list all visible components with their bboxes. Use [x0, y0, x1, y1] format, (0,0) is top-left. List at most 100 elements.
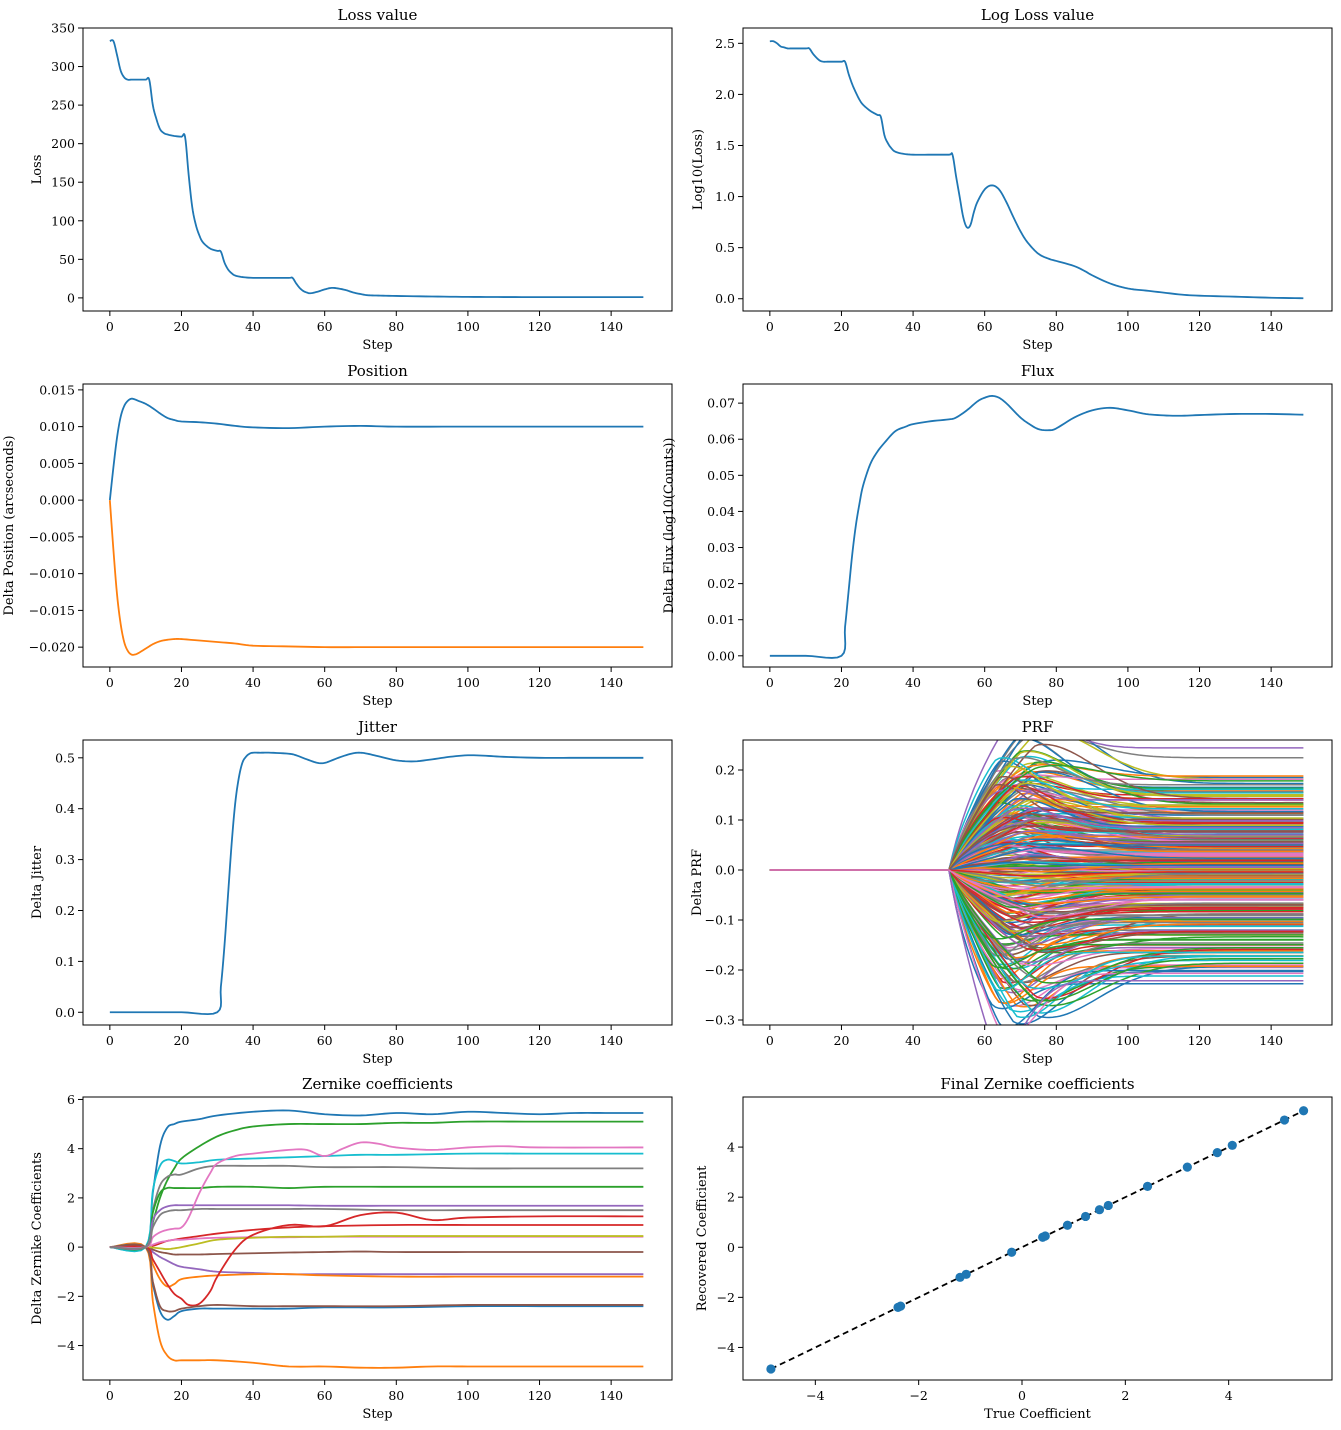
x-axis-label: Step [1022, 338, 1052, 353]
x-tick-label: 2 [1121, 1388, 1129, 1403]
y-tick-label: 0.06 [707, 432, 735, 447]
y-tick-label: 0.0 [715, 291, 735, 306]
x-tick-label: 140 [599, 1388, 623, 1403]
x-axis-label: Step [362, 1052, 392, 1067]
x-tick-label: 20 [834, 675, 850, 690]
y-tick-label: 100 [51, 213, 75, 228]
y-tick-label: −2 [717, 1290, 735, 1305]
scatter-point [1080, 1211, 1091, 1222]
series-line [109, 1235, 644, 1250]
scatter-point [1279, 1115, 1290, 1125]
y-axis-label: Delta Jitter [30, 845, 45, 919]
x-tick-label: 40 [905, 319, 921, 334]
chart-title: Final Zernike coefficients [940, 1075, 1134, 1093]
chart-title: Log Loss value [981, 6, 1094, 24]
chart-2: Position Step Delta Position (arcseconds) 0… [2, 362, 673, 709]
series-line [109, 1245, 644, 1276]
chart-6: Zernike coefficients Step Delta Zernike Co… [30, 1075, 673, 1422]
x-tick-label: 40 [905, 675, 921, 690]
y-tick-label: −2 [57, 1289, 75, 1304]
x-tick-label: 0 [106, 1388, 114, 1403]
x-tick-label: 0 [106, 675, 114, 690]
y-tick-label: 0.02 [707, 576, 735, 591]
x-tick-label: 80 [1048, 675, 1064, 690]
plot-area [109, 39, 644, 299]
x-tick-label: 20 [834, 1033, 850, 1048]
x-tick-label: 0 [106, 319, 114, 334]
series-line [109, 1244, 644, 1288]
x-tick-label: 140 [1259, 319, 1283, 334]
scatter-point [766, 1364, 776, 1374]
scatter-point [1103, 1200, 1113, 1211]
y-tick-label: −0.3 [705, 1013, 735, 1028]
y-tick-label: 0.3 [55, 852, 75, 867]
y-tick-label: 0.07 [707, 396, 735, 411]
series-line [109, 1243, 644, 1321]
prf-trace [769, 869, 1304, 891]
y-tick-label: 0 [67, 1240, 75, 1255]
scatter-point [1212, 1147, 1222, 1158]
x-tick-label: 100 [456, 1033, 480, 1048]
scatter-point [895, 1301, 906, 1311]
x-tick-label: 0 [1018, 1388, 1026, 1403]
series-line [109, 1211, 644, 1307]
y-tick-label: 0.5 [715, 240, 735, 255]
series-line [109, 1243, 644, 1313]
series-line [109, 1204, 644, 1251]
series-line [109, 1152, 644, 1253]
series-line [109, 1207, 644, 1250]
y-tick-label: 0.0 [715, 863, 735, 878]
x-tick-label: 80 [388, 675, 404, 690]
series-line [109, 1141, 644, 1249]
x-tick-label: 0 [106, 1033, 114, 1048]
x-tick-label: 120 [1188, 675, 1212, 690]
x-tick-label: 80 [1048, 1033, 1064, 1048]
x-tick-label: 80 [388, 319, 404, 334]
plot-area [769, 395, 1304, 659]
y-tick-label: 0 [727, 1240, 735, 1255]
y-tick-label: 0.05 [707, 468, 735, 483]
y-tick-label: −0.1 [705, 913, 735, 928]
x-tick-label: 120 [528, 1388, 552, 1403]
y-tick-label: 50 [59, 252, 75, 267]
x-tick-label: 20 [174, 319, 190, 334]
x-tick-label: 40 [905, 1033, 921, 1048]
scatter-point [1142, 1181, 1153, 1192]
series-line [109, 1164, 644, 1251]
x-tick-label: −2 [909, 1388, 927, 1403]
y-tick-label: 0.2 [55, 903, 75, 918]
scatter-point [1298, 1106, 1309, 1116]
y-tick-label: 0.0 [55, 1005, 75, 1020]
x-tick-label: 0 [766, 675, 774, 690]
axes-frame [742, 1096, 1333, 1381]
x-tick-label: 60 [977, 319, 993, 334]
axes-frame [742, 383, 1333, 668]
x-tick-label: 20 [174, 1388, 190, 1403]
y-tick-label: 200 [51, 136, 75, 151]
x-tick-label: 20 [174, 675, 190, 690]
axes-frame [742, 739, 1333, 1026]
y-tick-label: −0.2 [705, 963, 735, 978]
x-tick-label: 60 [317, 319, 333, 334]
chart-7: Final Zernike coefficients True Coefficie… [695, 1075, 1333, 1422]
scatter-point [1182, 1162, 1192, 1172]
scatter-point [1094, 1205, 1105, 1215]
x-tick-label: −4 [806, 1388, 824, 1403]
y-tick-label: 4 [67, 1141, 75, 1156]
identity-line [770, 1109, 1304, 1370]
series-line [109, 1242, 644, 1369]
y-tick-label: 0.1 [715, 813, 735, 828]
series-line [109, 1185, 644, 1251]
y-tick-label: 350 [51, 21, 75, 36]
x-tick-label: 100 [456, 1388, 480, 1403]
axes-frame [82, 739, 673, 1026]
chart-title: PRF [1022, 718, 1054, 736]
chart-title: Jitter [356, 718, 398, 736]
series-line [108, 500, 644, 656]
y-tick-label: 2 [727, 1190, 735, 1205]
plot-area [108, 397, 644, 656]
axes-frame [82, 1096, 673, 1381]
y-tick-label: 0.04 [707, 504, 735, 519]
y-tick-label: −0.010 [29, 566, 75, 581]
